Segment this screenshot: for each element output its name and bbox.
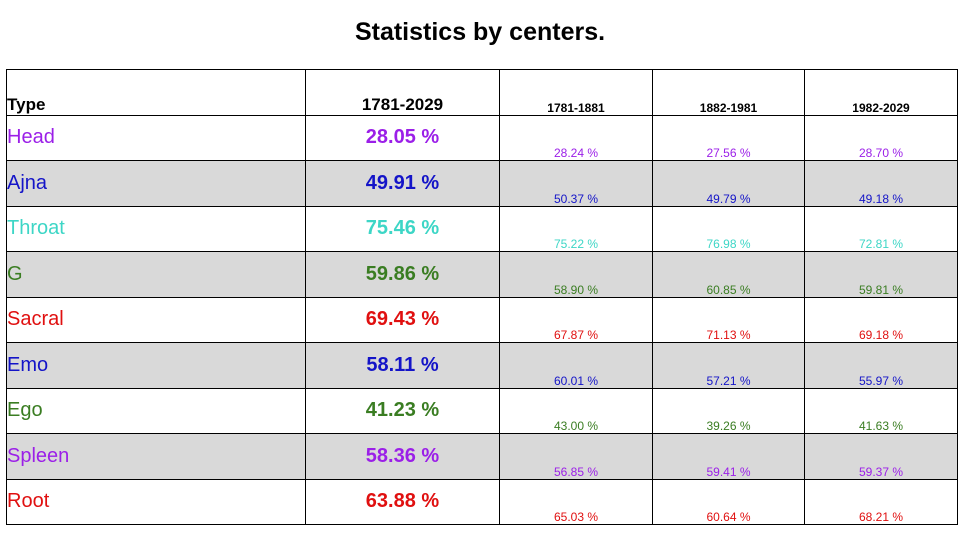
row-period-1-cell: 65.03 % [499,478,653,525]
table-row: Ajna 49.91 % 50.37 % 49.79 % 49.18 % [6,160,958,207]
row-period-2-cell: 57.21 % [652,342,805,389]
row-period-2-cell: 39.26 % [652,387,805,434]
row-type-cell: Root [6,478,306,525]
row-type-cell: Sacral [6,296,306,343]
table-row: Head 28.05 % 28.24 % 27.56 % 28.70 % [6,114,958,161]
row-period-1-cell: 58.90 % [499,251,653,298]
row-total-cell: 41.23 % [305,387,500,434]
row-total-cell: 59.86 % [305,251,500,298]
row-total-cell: 75.46 % [305,205,500,252]
row-period-3-cell: 72.81 % [804,205,958,252]
row-type-cell: G [6,251,306,298]
row-type-cell: Ajna [6,160,306,207]
row-period-1-cell: 56.85 % [499,433,653,480]
row-period-3-cell: 28.70 % [804,114,958,161]
row-total-cell: 58.11 % [305,342,500,389]
header-type: Type [6,69,306,116]
row-total-cell: 69.43 % [305,296,500,343]
row-period-2-cell: 49.79 % [652,160,805,207]
statistics-table: Type 1781-2029 1781-1881 1882-1981 1982-… [6,69,958,525]
row-period-1-cell: 28.24 % [499,114,653,161]
row-period-2-cell: 27.56 % [652,114,805,161]
table-row: Ego 41.23 % 43.00 % 39.26 % 41.63 % [6,387,958,434]
row-period-2-cell: 60.64 % [652,478,805,525]
row-period-1-cell: 43.00 % [499,387,653,434]
header-row: Type 1781-2029 1781-1881 1882-1981 1982-… [6,69,958,116]
row-type-cell: Head [6,114,306,161]
row-type-cell: Ego [6,387,306,434]
page-title: Statistics by centers. [354,18,606,46]
row-period-3-cell: 68.21 % [804,478,958,525]
row-period-2-cell: 60.85 % [652,251,805,298]
table-body: Head 28.05 % 28.24 % 27.56 % 28.70 % Ajna 49.9… [6,114,958,525]
table-row: Throat 75.46 % 75.22 % 76.98 % 72.81 % [6,205,958,252]
row-type-cell: Emo [6,342,306,389]
header-total: 1781-2029 [305,69,500,116]
row-period-1-cell: 67.87 % [499,296,653,343]
row-period-1-cell: 50.37 % [499,160,653,207]
row-period-2-cell: 59.41 % [652,433,805,480]
table-row: G 59.86 % 58.90 % 60.85 % 59.81 % [6,251,958,298]
table-row: Root 63.88 % 65.03 % 60.64 % 68.21 % [6,478,958,525]
row-total-cell: 63.88 % [305,478,500,525]
row-type-cell: Spleen [6,433,306,480]
row-period-3-cell: 55.97 % [804,342,958,389]
header-period-2: 1882-1981 [652,69,805,116]
row-period-3-cell: 41.63 % [804,387,958,434]
row-period-1-cell: 60.01 % [499,342,653,389]
table-row: Emo 58.11 % 60.01 % 57.21 % 55.97 % [6,342,958,389]
row-type-cell: Throat [6,205,306,252]
row-period-2-cell: 71.13 % [652,296,805,343]
table-row: Sacral 69.43 % 67.87 % 71.13 % 69.18 % [6,296,958,343]
row-period-2-cell: 76.98 % [652,205,805,252]
row-period-3-cell: 59.37 % [804,433,958,480]
row-period-3-cell: 69.18 % [804,296,958,343]
row-period-3-cell: 59.81 % [804,251,958,298]
header-period-1: 1781-1881 [499,69,653,116]
row-period-1-cell: 75.22 % [499,205,653,252]
row-total-cell: 28.05 % [305,114,500,161]
header-period-3: 1982-2029 [804,69,958,116]
row-total-cell: 49.91 % [305,160,500,207]
row-total-cell: 58.36 % [305,433,500,480]
row-period-3-cell: 49.18 % [804,160,958,207]
table-row: Spleen 58.36 % 56.85 % 59.41 % 59.37 % [6,433,958,480]
